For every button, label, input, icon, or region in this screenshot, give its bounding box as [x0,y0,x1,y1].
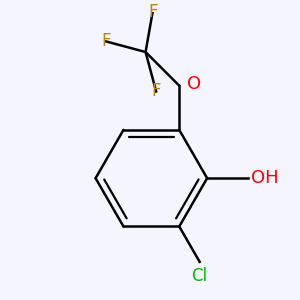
Text: F: F [148,3,158,21]
Text: F: F [101,32,111,50]
Text: F: F [152,82,161,100]
Text: O: O [188,75,202,93]
Text: Cl: Cl [192,267,208,285]
Text: OH: OH [251,169,279,187]
